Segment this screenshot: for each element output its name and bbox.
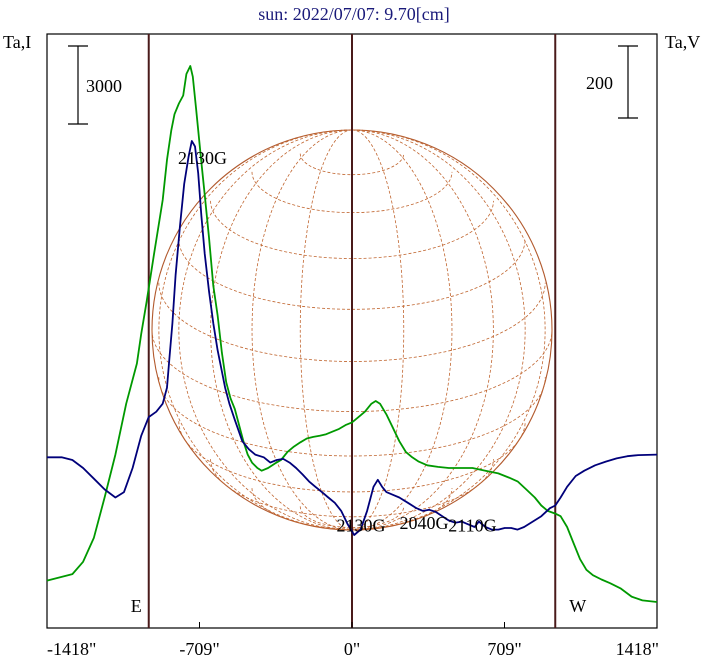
latitude-line bbox=[210, 200, 494, 259]
longitude-line bbox=[210, 129, 353, 531]
left-scale-bar: 3000 bbox=[68, 45, 122, 125]
longitude-line bbox=[351, 129, 494, 531]
right-axis-label: Ta,V bbox=[665, 32, 700, 52]
x-tick-label: -709" bbox=[179, 639, 219, 659]
region-label: 2130G bbox=[178, 148, 227, 168]
right-scale-bar: 200 bbox=[586, 45, 638, 119]
longitude-line bbox=[351, 129, 546, 531]
x-tick-label: 0" bbox=[344, 639, 360, 659]
latitude-line bbox=[158, 377, 546, 457]
longitude-line bbox=[178, 129, 353, 531]
longitude-line bbox=[251, 129, 353, 531]
x-tick-label: 1418" bbox=[616, 639, 659, 659]
longitude-line bbox=[351, 129, 526, 531]
x-axis-ticks: -1418" -709" 0" 709" 1418" bbox=[46, 622, 659, 659]
region-labels: 2130G 2130G 2040G 2110G bbox=[178, 148, 497, 535]
latitude-line bbox=[299, 153, 405, 176]
latitude-line bbox=[178, 238, 526, 310]
left-axis-label: Ta,I bbox=[3, 32, 31, 52]
series-line-stokes-i bbox=[46, 65, 658, 603]
region-label: 2130G bbox=[337, 515, 386, 535]
latitude-line bbox=[158, 282, 546, 362]
region-label: 2040G bbox=[400, 513, 449, 533]
longitude-line bbox=[351, 129, 405, 531]
series-lines bbox=[46, 65, 658, 603]
marker-label: W bbox=[569, 596, 586, 616]
region-label: 2110G bbox=[448, 515, 496, 535]
latitude-line bbox=[178, 421, 526, 493]
x-tick-label: -1418" bbox=[47, 639, 96, 659]
marker-label: E bbox=[131, 596, 142, 616]
right-scale-bar-label: 200 bbox=[586, 73, 613, 93]
x-tick-label: 709" bbox=[487, 639, 521, 659]
chart-title: sun: 2022/07/07: 9.70[cm] bbox=[258, 4, 450, 24]
left-scale-bar-label: 3000 bbox=[86, 76, 122, 96]
longitude-line bbox=[158, 129, 353, 531]
longitude-line bbox=[299, 129, 353, 531]
latitude-line bbox=[299, 506, 405, 528]
latitude-line bbox=[210, 459, 494, 518]
series-line-stokes-v bbox=[47, 140, 658, 536]
longitude-line bbox=[351, 129, 453, 531]
